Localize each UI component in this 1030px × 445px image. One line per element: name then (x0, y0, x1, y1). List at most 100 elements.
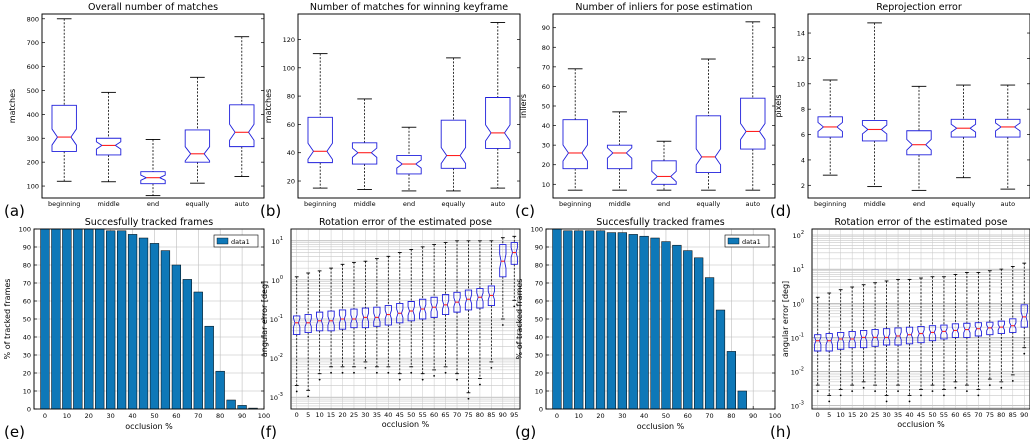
y-tick-label: 80 (535, 262, 543, 270)
bar (563, 230, 573, 410)
box (882, 328, 891, 346)
x-tick-label: 55 (940, 411, 948, 419)
outlier-point (387, 371, 390, 374)
outlier-point (467, 397, 470, 400)
x-tick-label: middle (863, 200, 885, 208)
y-tick-label: 100 (283, 64, 295, 72)
bar (40, 228, 50, 410)
y-tick-label: 40 (23, 334, 31, 342)
panel-a: Overall number of matches (a) matches 100 20… (4, 2, 265, 220)
y-tick-label: 80 (287, 93, 295, 101)
bar (226, 399, 236, 410)
box (917, 325, 925, 344)
outlier-point (490, 367, 493, 369)
x-tick-label: 90 (499, 411, 507, 419)
outlier-point (456, 378, 458, 381)
box (837, 331, 845, 350)
x-axis-label: occlusion % (382, 420, 430, 429)
box (396, 302, 404, 324)
y-tick-label: 30 (535, 352, 543, 360)
x-tick-label: 65 (963, 411, 971, 419)
panel-label: (e) (4, 423, 25, 441)
y-tick-label: 20 (542, 161, 550, 169)
box (894, 327, 902, 346)
x-tick-label: 80 (216, 412, 224, 420)
y-tick-label: 400 (27, 111, 39, 119)
x-tick-label: 100 (258, 412, 270, 420)
y-tick-label: 100 (531, 226, 543, 234)
bar (726, 351, 736, 410)
outlier-point (307, 395, 310, 398)
y-tick-label: 102 (793, 230, 804, 240)
panel-c: Number of inliers for pose estimation (c)… (515, 2, 776, 220)
x-tick-label: 90 (1020, 411, 1028, 419)
box (963, 322, 971, 338)
panel-f: Rotation error of the estimated pose (f) a… (260, 217, 521, 441)
bar (552, 228, 562, 410)
x-tick-label: 80 (997, 411, 1005, 419)
x-tick-label: 35 (894, 411, 902, 419)
box (928, 325, 937, 342)
x-tick-label: 100 (769, 412, 781, 420)
chart-title: Rotation error of the estimated pose (834, 217, 1007, 228)
box (95, 137, 122, 156)
y-axis-label: pixels (774, 94, 783, 117)
y-tick-label: 100 (27, 183, 39, 191)
box (861, 120, 888, 142)
x-tick-label: 50 (407, 411, 415, 419)
axes-frame (41, 13, 265, 199)
legend: data1 (724, 234, 770, 248)
axes-border (290, 228, 521, 410)
box (351, 142, 378, 165)
box (848, 330, 856, 349)
outlier-point (501, 324, 504, 326)
bar (204, 325, 214, 410)
box (825, 333, 833, 352)
box (860, 330, 868, 349)
y-tick-label: 10-2 (270, 353, 283, 363)
x-tick-label: 0 (555, 412, 559, 420)
x-tick-label: 10 (315, 411, 323, 419)
x-tick-label: auto (234, 200, 249, 208)
chart-title: Rotation error of the estimated pose (319, 217, 492, 228)
box (419, 298, 427, 320)
x-tick-label: 75 (464, 411, 472, 419)
bar (51, 228, 61, 410)
box (817, 116, 843, 138)
box (1020, 304, 1028, 328)
y-tick-label: 10-1 (270, 314, 283, 324)
x-tick-label: 25 (871, 411, 879, 419)
box (485, 97, 511, 149)
x-tick-label: middle (97, 200, 119, 208)
x-tick-label: 85 (1009, 411, 1017, 419)
box (997, 320, 1005, 334)
x-tick-label: middle (608, 200, 630, 208)
x-tick-label: 30 (882, 411, 890, 419)
bar (106, 230, 116, 410)
outlier-point (828, 400, 831, 403)
box (350, 308, 358, 329)
x-tick-label: 70 (974, 411, 982, 419)
bar (215, 370, 225, 410)
bar (171, 264, 182, 410)
outlier-point (375, 371, 378, 374)
axes-border (552, 13, 776, 199)
outlier-point (433, 374, 436, 377)
bar (149, 243, 160, 410)
x-tick-label: end (658, 200, 670, 208)
panel-e: Succesfully tracked frames (e) % of tracke… (3, 217, 270, 441)
axes-border (807, 13, 1030, 199)
y-tick-label: 600 (27, 63, 39, 71)
box (441, 294, 450, 315)
outlier-point (410, 371, 413, 374)
box (950, 118, 977, 138)
box (740, 97, 766, 150)
outlier-point (908, 400, 911, 403)
x-tick-label: 45 (396, 411, 404, 419)
bar (160, 250, 171, 410)
y-tick-label: 60 (542, 83, 550, 91)
outlier-point (318, 378, 321, 381)
y-tick-label: 40 (287, 149, 295, 157)
bar (84, 228, 94, 410)
outlier-point (330, 371, 332, 374)
